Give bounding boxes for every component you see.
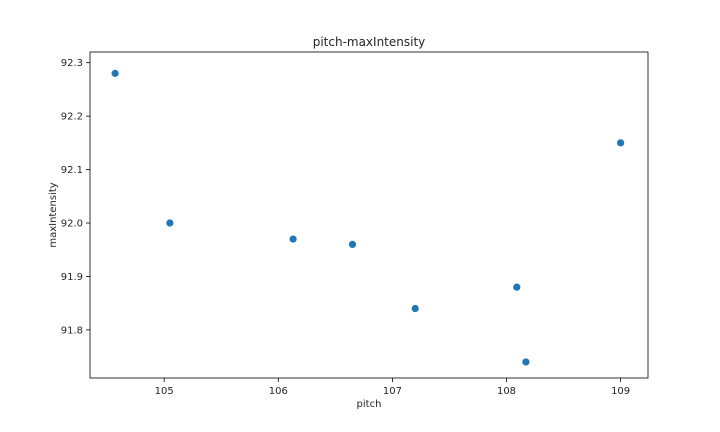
x-tick-label: 108 [497, 386, 516, 397]
y-tick-label: 92.0 [61, 219, 83, 230]
x-tick-label: 109 [611, 386, 630, 397]
y-tick-label: 92.1 [61, 165, 83, 176]
chart-title: pitch-maxIntensity [313, 35, 426, 49]
x-axis: 105 106 107 108 109 [155, 378, 630, 397]
y-tick-label: 91.9 [61, 272, 83, 283]
data-point [411, 304, 419, 313]
y-tick-label: 91.8 [61, 325, 83, 336]
data-point [289, 235, 297, 243]
data-point [166, 219, 174, 227]
data-point [522, 358, 530, 366]
data-point [513, 283, 521, 291]
plot-area [89, 51, 649, 379]
data-point [111, 69, 119, 77]
x-tick-label: 106 [269, 386, 288, 397]
x-tick-label: 105 [155, 386, 174, 397]
data-points [111, 69, 625, 366]
y-tick-label: 92.3 [61, 58, 83, 69]
data-point [617, 139, 625, 147]
x-tick-label: 107 [383, 386, 402, 397]
data-point [348, 240, 357, 248]
y-axis: 91.8 91.9 92.0 92.1 92.2 92.3 [61, 58, 90, 336]
y-tick-label: 92.2 [61, 112, 83, 123]
x-axis-label: pitch [357, 399, 382, 410]
y-axis-label: maxIntensity [48, 182, 59, 247]
